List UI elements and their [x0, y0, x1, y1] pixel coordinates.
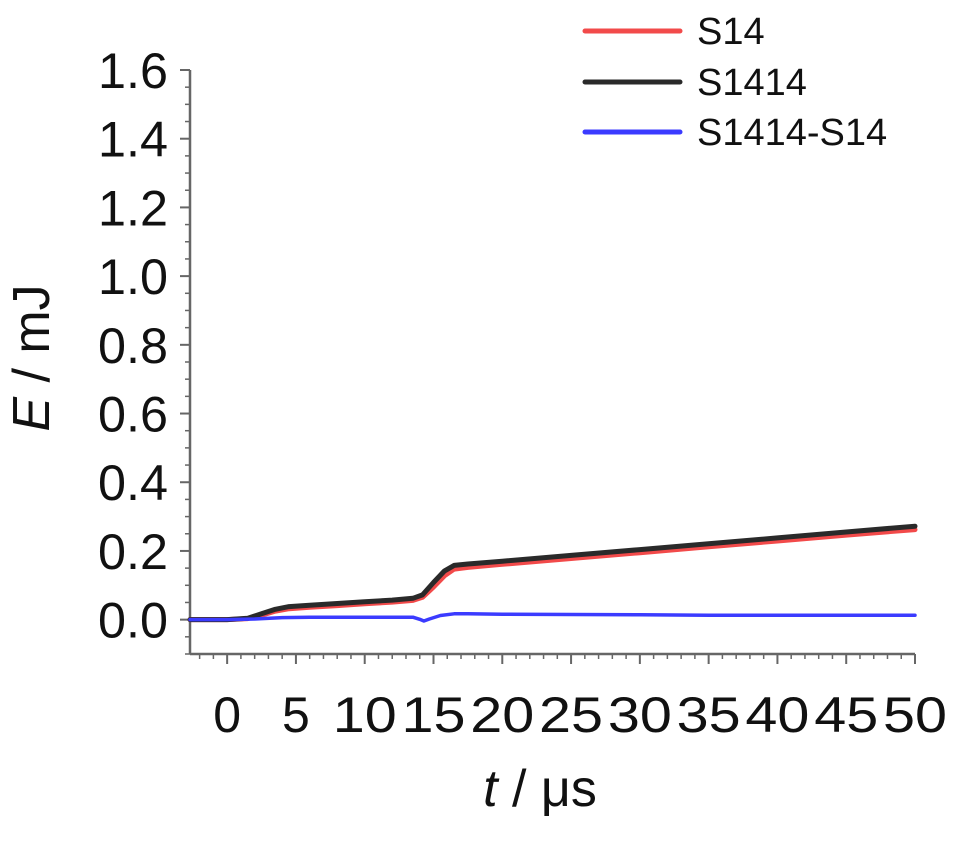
x-tick-label: 5 — [282, 687, 310, 743]
y-tick-label: 1.0 — [98, 249, 168, 305]
x-tick-label: 0 — [213, 687, 241, 743]
y-ticks — [180, 69, 190, 655]
y-axis-title: E / mJ — [3, 284, 61, 431]
legend-label-s1414: S1414 — [697, 62, 807, 104]
x-axis-title: t / μs — [483, 760, 597, 818]
y-tick-label: 0.6 — [98, 387, 168, 443]
x-tick-labels: 0 5 10 15 20 25 30 35 40 45 50 — [213, 687, 947, 743]
x-tick-label: 40 — [745, 687, 809, 743]
x-tick-label: 35 — [677, 687, 741, 743]
y-tick-label: 0.8 — [98, 318, 168, 374]
legend: S14 S1414 S1414-S14 — [582, 11, 887, 154]
x-tick-label: 45 — [814, 687, 878, 743]
y-tick-label: 0.0 — [98, 593, 168, 649]
legend-label-s14: S14 — [697, 11, 765, 53]
x-tick-label: 15 — [402, 687, 466, 743]
y-axis-unit: / mJ — [3, 284, 61, 397]
y-axis-symbol: E — [3, 396, 61, 432]
x-tick-label: 10 — [333, 687, 397, 743]
y-tick-label: 0.4 — [98, 455, 168, 511]
x-tick-label: 25 — [539, 687, 603, 743]
x-axis-symbol: t — [483, 760, 500, 818]
y-tick-labels: 0.0 0.2 0.4 0.6 0.8 1.0 1.2 1.4 1.6 — [98, 43, 168, 649]
series-line-s1414 — [187, 523, 918, 623]
y-tick-label: 1.6 — [98, 43, 168, 99]
x-ticks — [198, 654, 916, 664]
series-line-s1414-s14 — [188, 612, 917, 623]
x-tick-label: 50 — [883, 687, 947, 743]
axes — [188, 70, 915, 656]
y-tick-label: 1.2 — [98, 180, 168, 236]
y-tick-label: 1.4 — [98, 112, 168, 168]
x-tick-label: 30 — [608, 687, 672, 743]
x-tick-label: 20 — [470, 687, 534, 743]
legend-label-s1414-s14: S1414-S14 — [697, 112, 887, 154]
x-axis-unit: / μs — [498, 760, 597, 818]
y-tick-label: 0.2 — [98, 524, 168, 580]
series-lines — [187, 523, 918, 623]
